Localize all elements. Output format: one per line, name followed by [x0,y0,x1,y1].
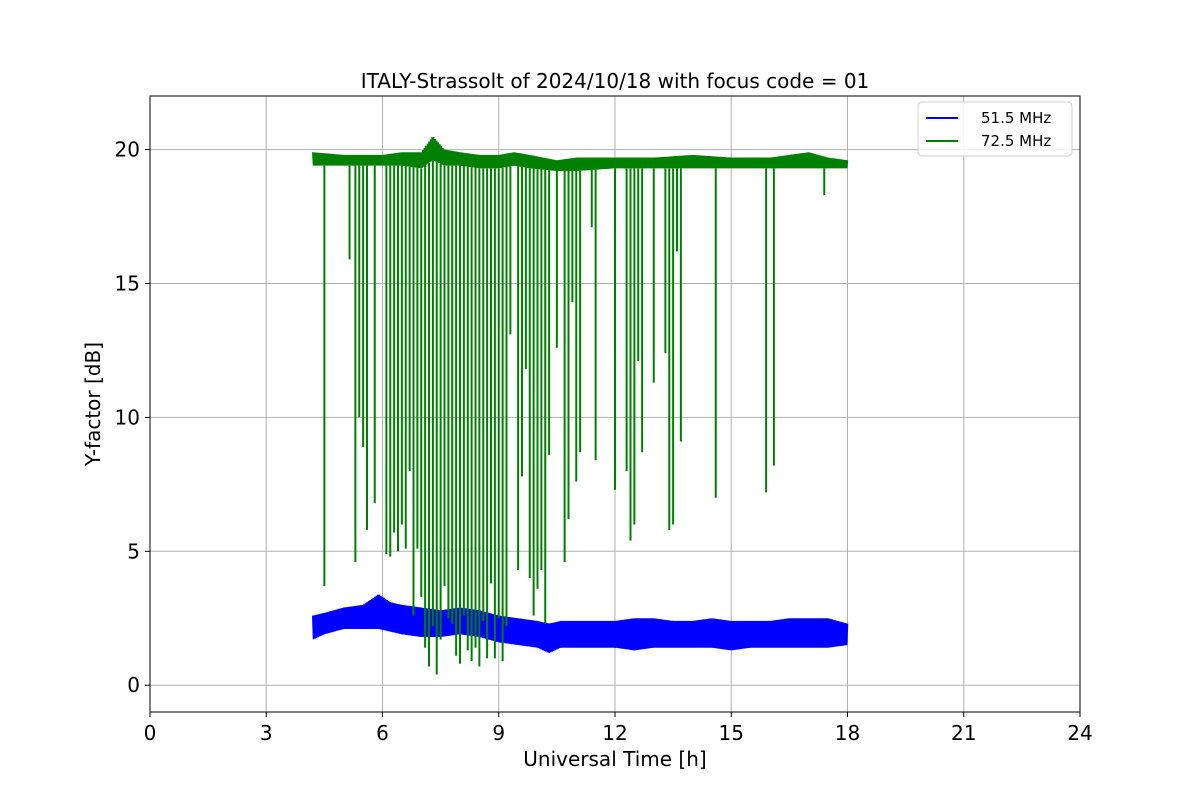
legend-box [917,101,1073,157]
x-axis: 0 3 6 9 12 15 18 21 24 [144,712,1093,745]
y-tick-label: 20 [115,138,140,162]
series-line [312,594,849,654]
x-tick-label: 3 [260,721,273,745]
y-tick-label: 15 [115,271,140,295]
series-line [312,137,849,172]
x-tick-label: 12 [602,721,627,745]
y-axis: 0 5 10 15 20 [115,138,150,697]
x-tick-label: 21 [951,721,976,745]
x-tick-label: 0 [144,721,157,745]
legend: 51.5 MHz 72.5 MHz [917,101,1073,157]
chart-title: ITALY-Strassolt of 2024/10/18 with focus… [361,69,870,93]
x-tick-label: 24 [1067,721,1092,745]
y-tick-label: 5 [127,539,140,563]
plot-area [312,137,849,675]
y-tick-label: 10 [115,405,140,429]
x-tick-label: 9 [492,721,505,745]
series-2 [312,137,849,675]
x-axis-label: Universal Time [h] [523,747,706,771]
x-tick-label: 18 [835,721,860,745]
y-axis-label: Y-factor [dB] [81,342,105,467]
series-1 [312,594,849,654]
legend-label: 72.5 MHz [981,132,1051,150]
x-tick-label: 6 [376,721,389,745]
legend-label: 51.5 MHz [981,109,1051,127]
x-tick-label: 15 [719,721,744,745]
y-tick-label: 0 [127,673,140,697]
